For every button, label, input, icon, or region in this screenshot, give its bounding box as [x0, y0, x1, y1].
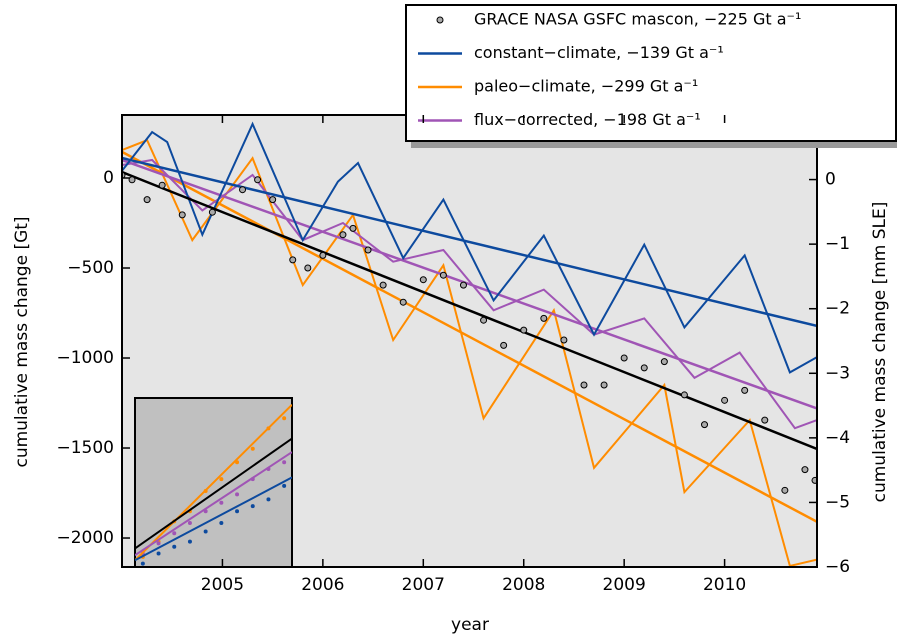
y2-tick-label: −1	[825, 234, 850, 254]
data-point	[239, 186, 247, 194]
y2-tick-label: −6	[825, 557, 850, 577]
legend-entries: GRACE NASA GSFC mascon, −225 Gt a⁻¹ const…	[418, 10, 801, 129]
data-point	[761, 416, 769, 424]
y2-tick-label: −5	[825, 492, 850, 512]
x-tick-label: 2007	[402, 575, 445, 595]
data-point	[319, 251, 327, 259]
trend-line	[122, 158, 817, 410]
data-point	[620, 354, 628, 362]
y2-axis-label: cumulative mass change [mm SLE]	[870, 202, 890, 503]
data-point	[128, 176, 136, 184]
data-point	[439, 271, 447, 279]
data-point	[459, 281, 467, 289]
y2-tick-label: −2	[825, 299, 850, 319]
data-point	[721, 396, 729, 404]
data-point	[640, 364, 648, 372]
data-point	[480, 316, 488, 324]
plot-layer	[122, 121, 817, 567]
y-tick-label: 0	[103, 168, 114, 188]
data-point	[399, 298, 407, 306]
y2-tick-label: 0	[825, 170, 836, 190]
legend-label: GRACE NASA GSFC mascon, −225 Gt a⁻¹	[474, 10, 801, 29]
inset-point	[156, 541, 161, 546]
inset-line	[135, 404, 292, 561]
data-point	[560, 336, 568, 344]
trend-line	[122, 156, 817, 328]
inset-layer	[135, 404, 292, 566]
inset-point	[219, 521, 224, 526]
inset-point	[250, 504, 255, 509]
data-point	[781, 486, 789, 494]
inset-point	[156, 551, 161, 556]
data-point	[660, 358, 668, 366]
data-point	[364, 246, 372, 254]
data-point	[349, 224, 357, 232]
legend-label: constant−climate, −139 Gt a⁻¹	[474, 43, 724, 62]
trend-line	[122, 150, 817, 523]
inset-point	[266, 497, 271, 502]
legend-marker	[436, 16, 444, 24]
data-point	[269, 196, 277, 204]
inset-point	[187, 521, 192, 526]
data-point	[801, 466, 809, 474]
series-line	[122, 138, 817, 567]
series-line	[122, 158, 817, 430]
x-tick-label: 2006	[301, 575, 344, 595]
data-point	[540, 314, 548, 322]
inset-point	[203, 529, 208, 534]
data-point	[811, 476, 817, 484]
data-point	[379, 281, 387, 289]
data-point	[419, 276, 427, 284]
x-tick-label: 2008	[502, 575, 545, 595]
inset-point	[187, 539, 192, 544]
data-point	[741, 386, 749, 394]
inset-point	[219, 477, 224, 482]
data-point	[600, 381, 608, 389]
legend-label: flux−corrected, −198 Gt a⁻¹	[474, 110, 701, 129]
inset-point	[235, 509, 240, 514]
data-point	[254, 176, 262, 184]
inset-point	[282, 416, 287, 421]
y2-tick-label: −3	[825, 363, 850, 383]
data-point	[701, 421, 709, 429]
y-tick-label: −1000	[56, 348, 114, 368]
legend-label: paleo−climate, −299 Gt a⁻¹	[474, 77, 698, 96]
data-point	[143, 196, 151, 204]
inset-line	[135, 476, 292, 562]
inset-point	[219, 500, 224, 505]
x-tick-label: 2009	[603, 575, 646, 595]
trend-line	[122, 170, 817, 451]
inset-point	[282, 483, 287, 488]
inset-line	[135, 451, 292, 557]
x-tick-label: 2005	[201, 575, 244, 595]
inset-point	[172, 531, 177, 536]
inset-point	[140, 561, 145, 566]
inset-point	[282, 460, 287, 465]
x-axis-label: year	[451, 615, 489, 635]
data-point	[520, 326, 528, 334]
x-tick-label: 2010	[703, 575, 746, 595]
data-point	[158, 181, 166, 189]
inset-point	[250, 446, 255, 451]
data-point	[208, 208, 216, 216]
data-point	[339, 231, 347, 239]
inset-line	[135, 437, 292, 550]
data-point	[680, 391, 688, 399]
y-tick-label: −2000	[56, 528, 114, 548]
data-point	[289, 256, 297, 264]
y-tick-label: −500	[67, 258, 114, 278]
legend	[405, 4, 897, 142]
y-tick-label: −1500	[56, 438, 114, 458]
series-line	[122, 121, 817, 374]
inset-point	[172, 544, 177, 549]
inset-point	[235, 492, 240, 497]
data-point	[178, 211, 186, 219]
data-point	[580, 381, 588, 389]
data-point	[500, 341, 508, 349]
data-point	[304, 264, 312, 272]
y-axis-label: cumulative mass change [Gt]	[12, 216, 32, 467]
y2-tick-label: −4	[825, 428, 850, 448]
